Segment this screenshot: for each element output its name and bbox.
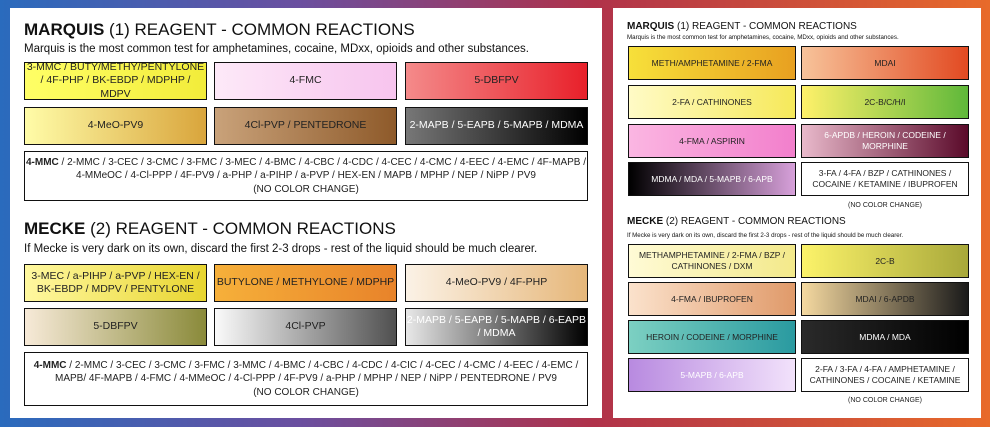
mecke-title: MECKE (2) REAGENT - COMMON REACTIONS (24, 219, 396, 239)
marquis-title-rest: (1) REAGENT - COMMON REACTIONS (104, 20, 415, 39)
mecke-description: If Mecke is very dark on its own, discar… (24, 243, 538, 255)
swatch-label: 4-MeO-PV9 / 4F-PHP (445, 276, 548, 289)
swatch-label: BUTYLONE / METHYLONE / MDPHP (216, 276, 395, 289)
swatch-label: 2C-B/C/H/I (864, 96, 906, 107)
swatch-label: 4Cl-PVP (285, 320, 326, 333)
swatch-label: 5-DBFPV (93, 320, 138, 333)
swatch-label: MDAI (874, 57, 896, 68)
swatch-label: 4-FMA / ASPIRIN (679, 135, 745, 146)
marquis-no-change-note-compact: (NO COLOR CHANGE) (848, 202, 922, 209)
swatch-label: 3-MEC / a-PIHP / a-PVP / HEX-EN / BK-EBD… (31, 269, 200, 295)
mecke-no-change-text: / 2-MMC / 3-CEC / 3-CMC / 3-FMC / 3-MMC … (55, 359, 579, 385)
mecke-title-compact: MECKE (2) REAGENT - COMMON REACTIONS (627, 216, 846, 227)
mecke-no-change-box: 4-MMC / 2-MMC / 3-CEC / 3-CMC / 3-FMC / … (24, 352, 588, 406)
marquis-no-change-bold: 4-MMC (25, 156, 59, 168)
swatch-label: 2-MAPB / 5-EAPB / 5-MAPB / MDMA (409, 119, 584, 132)
mecke-swatch-compact: MDAI / 6-APDB (801, 282, 969, 316)
swatch-label: 3-MMC / BUTY/METHY/PENTYLONE / 4F-PHP / … (26, 62, 205, 100)
mecke-description-compact: If Mecke is very dark on its own, discar… (627, 232, 904, 239)
mecke-swatch: 3-MEC / a-PIHP / a-PVP / HEX-EN / BK-EBD… (24, 264, 207, 302)
swatch-label: 4-MeO-PV9 (87, 119, 144, 132)
swatch-label: HEROIN / CODEINE / MORPHINE (646, 331, 778, 342)
swatch-label: MDMA / MDA / 5-MAPB / 6-APB (651, 173, 773, 184)
swatch-label: 2C-B (875, 255, 895, 266)
swatch-label: 4-FMA / IBUPROFEN (671, 293, 753, 304)
swatch-label: 4-FMC (289, 74, 322, 87)
mecke-title-compact-rest: (2) REAGENT - COMMON REACTIONS (663, 216, 846, 227)
swatch-label: METH/AMPHETAMINE / 2-FMA (651, 57, 773, 68)
marquis-no-change-text: / 2-MMC / 3-CEC / 3-CMC / 3-FMC / 3-MEC … (58, 156, 587, 182)
mecke-no-change-note: (NO COLOR CHANGE) (253, 386, 359, 398)
marquis-title: MARQUIS (1) REAGENT - COMMON REACTIONS (24, 20, 415, 40)
swatch-label: 5-MAPB / 6-APB (680, 369, 744, 380)
mecke-swatch: 2-MAPB / 5-EAPB / 5-MAPB / 6-EAPB / MDMA (405, 308, 588, 346)
mecke-swatch-compact: 5-MAPB / 6-APB (628, 358, 796, 392)
marquis-swatch: 4-MeO-PV9 (24, 107, 207, 145)
swatch-label: MDAI / 6-APDB (855, 293, 915, 304)
marquis-no-change-text-compact: 3-FA / 4-FA / BZP / CATHINONES / COCAINE… (812, 167, 958, 189)
mecke-no-change-bold: 4-MMC (33, 359, 67, 371)
mecke-title-rest: (2) REAGENT - COMMON REACTIONS (85, 219, 396, 238)
mecke-swatch-compact: HEROIN / CODEINE / MORPHINE (628, 320, 796, 354)
marquis-swatch-compact: 2-FA / CATHINONES (628, 85, 796, 119)
swatch-label: 2-FA / CATHINONES (672, 96, 752, 107)
marquis-swatch: 4-FMC (214, 62, 397, 100)
marquis-swatch: 4Cl-PVP / PENTEDRONE (214, 107, 397, 145)
swatch-label: 2-MAPB / 5-EAPB / 5-MAPB / 6-EAPB / MDMA (406, 313, 587, 339)
mecke-swatch-compact: 2C-B (801, 244, 969, 278)
marquis-swatch-compact: MDMA / MDA / 5-MAPB / 6-APB (628, 162, 796, 196)
marquis-title-compact: MARQUIS (1) REAGENT - COMMON REACTIONS (627, 21, 857, 32)
mecke-no-change-list: 4-MMC / 2-MMC / 3-CEC / 3-CMC / 3-FMC / … (25, 359, 587, 386)
marquis-title-compact-bold: MARQUIS (627, 21, 675, 32)
marquis-swatch: 2-MAPB / 5-EAPB / 5-MAPB / MDMA (405, 107, 588, 145)
right-panel: MARQUIS (1) REAGENT - COMMON REACTIONS M… (613, 8, 981, 418)
mecke-swatch-compact: MDMA / MDA (801, 320, 969, 354)
swatch-label: 4Cl-PVP / PENTEDRONE (244, 119, 367, 132)
mecke-swatch: BUTYLONE / METHYLONE / MDPHP (214, 264, 397, 302)
marquis-description: Marquis is the most common test for amph… (24, 43, 529, 55)
mecke-no-change-text-compact: 2-FA / 3-FA / 4-FA / AMPHETAMINE / CATHI… (809, 363, 961, 385)
mecke-swatch: 4Cl-PVP (214, 308, 397, 346)
marquis-swatch-compact: 4-FMA / ASPIRIN (628, 124, 796, 158)
swatch-label: 5-DBFPV (474, 74, 519, 87)
swatch-label: MDMA / MDA (859, 331, 911, 342)
mecke-title-bold: MECKE (24, 219, 86, 238)
left-panel: MARQUIS (1) REAGENT - COMMON REACTIONS M… (10, 8, 602, 418)
swatch-label: METHAMPHETAMINE / 2-FMA / BZP / CATHINON… (638, 250, 786, 271)
marquis-swatch-compact: 2C-B/C/H/I (801, 85, 969, 119)
marquis-swatch: 3-MMC / BUTY/METHY/PENTYLONE / 4F-PHP / … (24, 62, 207, 100)
swatch-label: 6-APDB / HEROIN / CODEINE / MORPHINE (824, 130, 946, 151)
marquis-swatch-compact: METH/AMPHETAMINE / 2-FMA (628, 46, 796, 80)
mecke-swatch-compact: METHAMPHETAMINE / 2-FMA / BZP / CATHINON… (628, 244, 796, 278)
mecke-swatch-compact: 4-FMA / IBUPROFEN (628, 282, 796, 316)
mecke-no-change-box-compact: 2-FA / 3-FA / 4-FA / AMPHETAMINE / CATHI… (801, 358, 969, 392)
mecke-no-change-note-compact: (NO COLOR CHANGE) (848, 397, 922, 404)
marquis-no-change-box: 4-MMC / 2-MMC / 3-CEC / 3-CMC / 3-FMC / … (24, 151, 588, 201)
mecke-title-compact-bold: MECKE (627, 216, 664, 227)
marquis-title-bold: MARQUIS (24, 20, 105, 39)
marquis-swatch-compact: 6-APDB / HEROIN / CODEINE / MORPHINE (801, 124, 969, 158)
marquis-no-change-note: (NO COLOR CHANGE) (253, 183, 359, 195)
mecke-swatch: 4-MeO-PV9 / 4F-PHP (405, 264, 588, 302)
marquis-swatch: 5-DBFPV (405, 62, 588, 100)
marquis-title-compact-rest: (1) REAGENT - COMMON REACTIONS (674, 21, 857, 32)
marquis-description-compact: Marquis is the most common test for amph… (627, 34, 899, 41)
marquis-no-change-box-compact: 3-FA / 4-FA / BZP / CATHINONES / COCAINE… (801, 162, 969, 196)
mecke-swatch: 5-DBFPV (24, 308, 207, 346)
marquis-swatch-compact: MDAI (801, 46, 969, 80)
marquis-no-change-list: 4-MMC / 2-MMC / 3-CEC / 3-CMC / 3-FMC / … (25, 156, 587, 183)
